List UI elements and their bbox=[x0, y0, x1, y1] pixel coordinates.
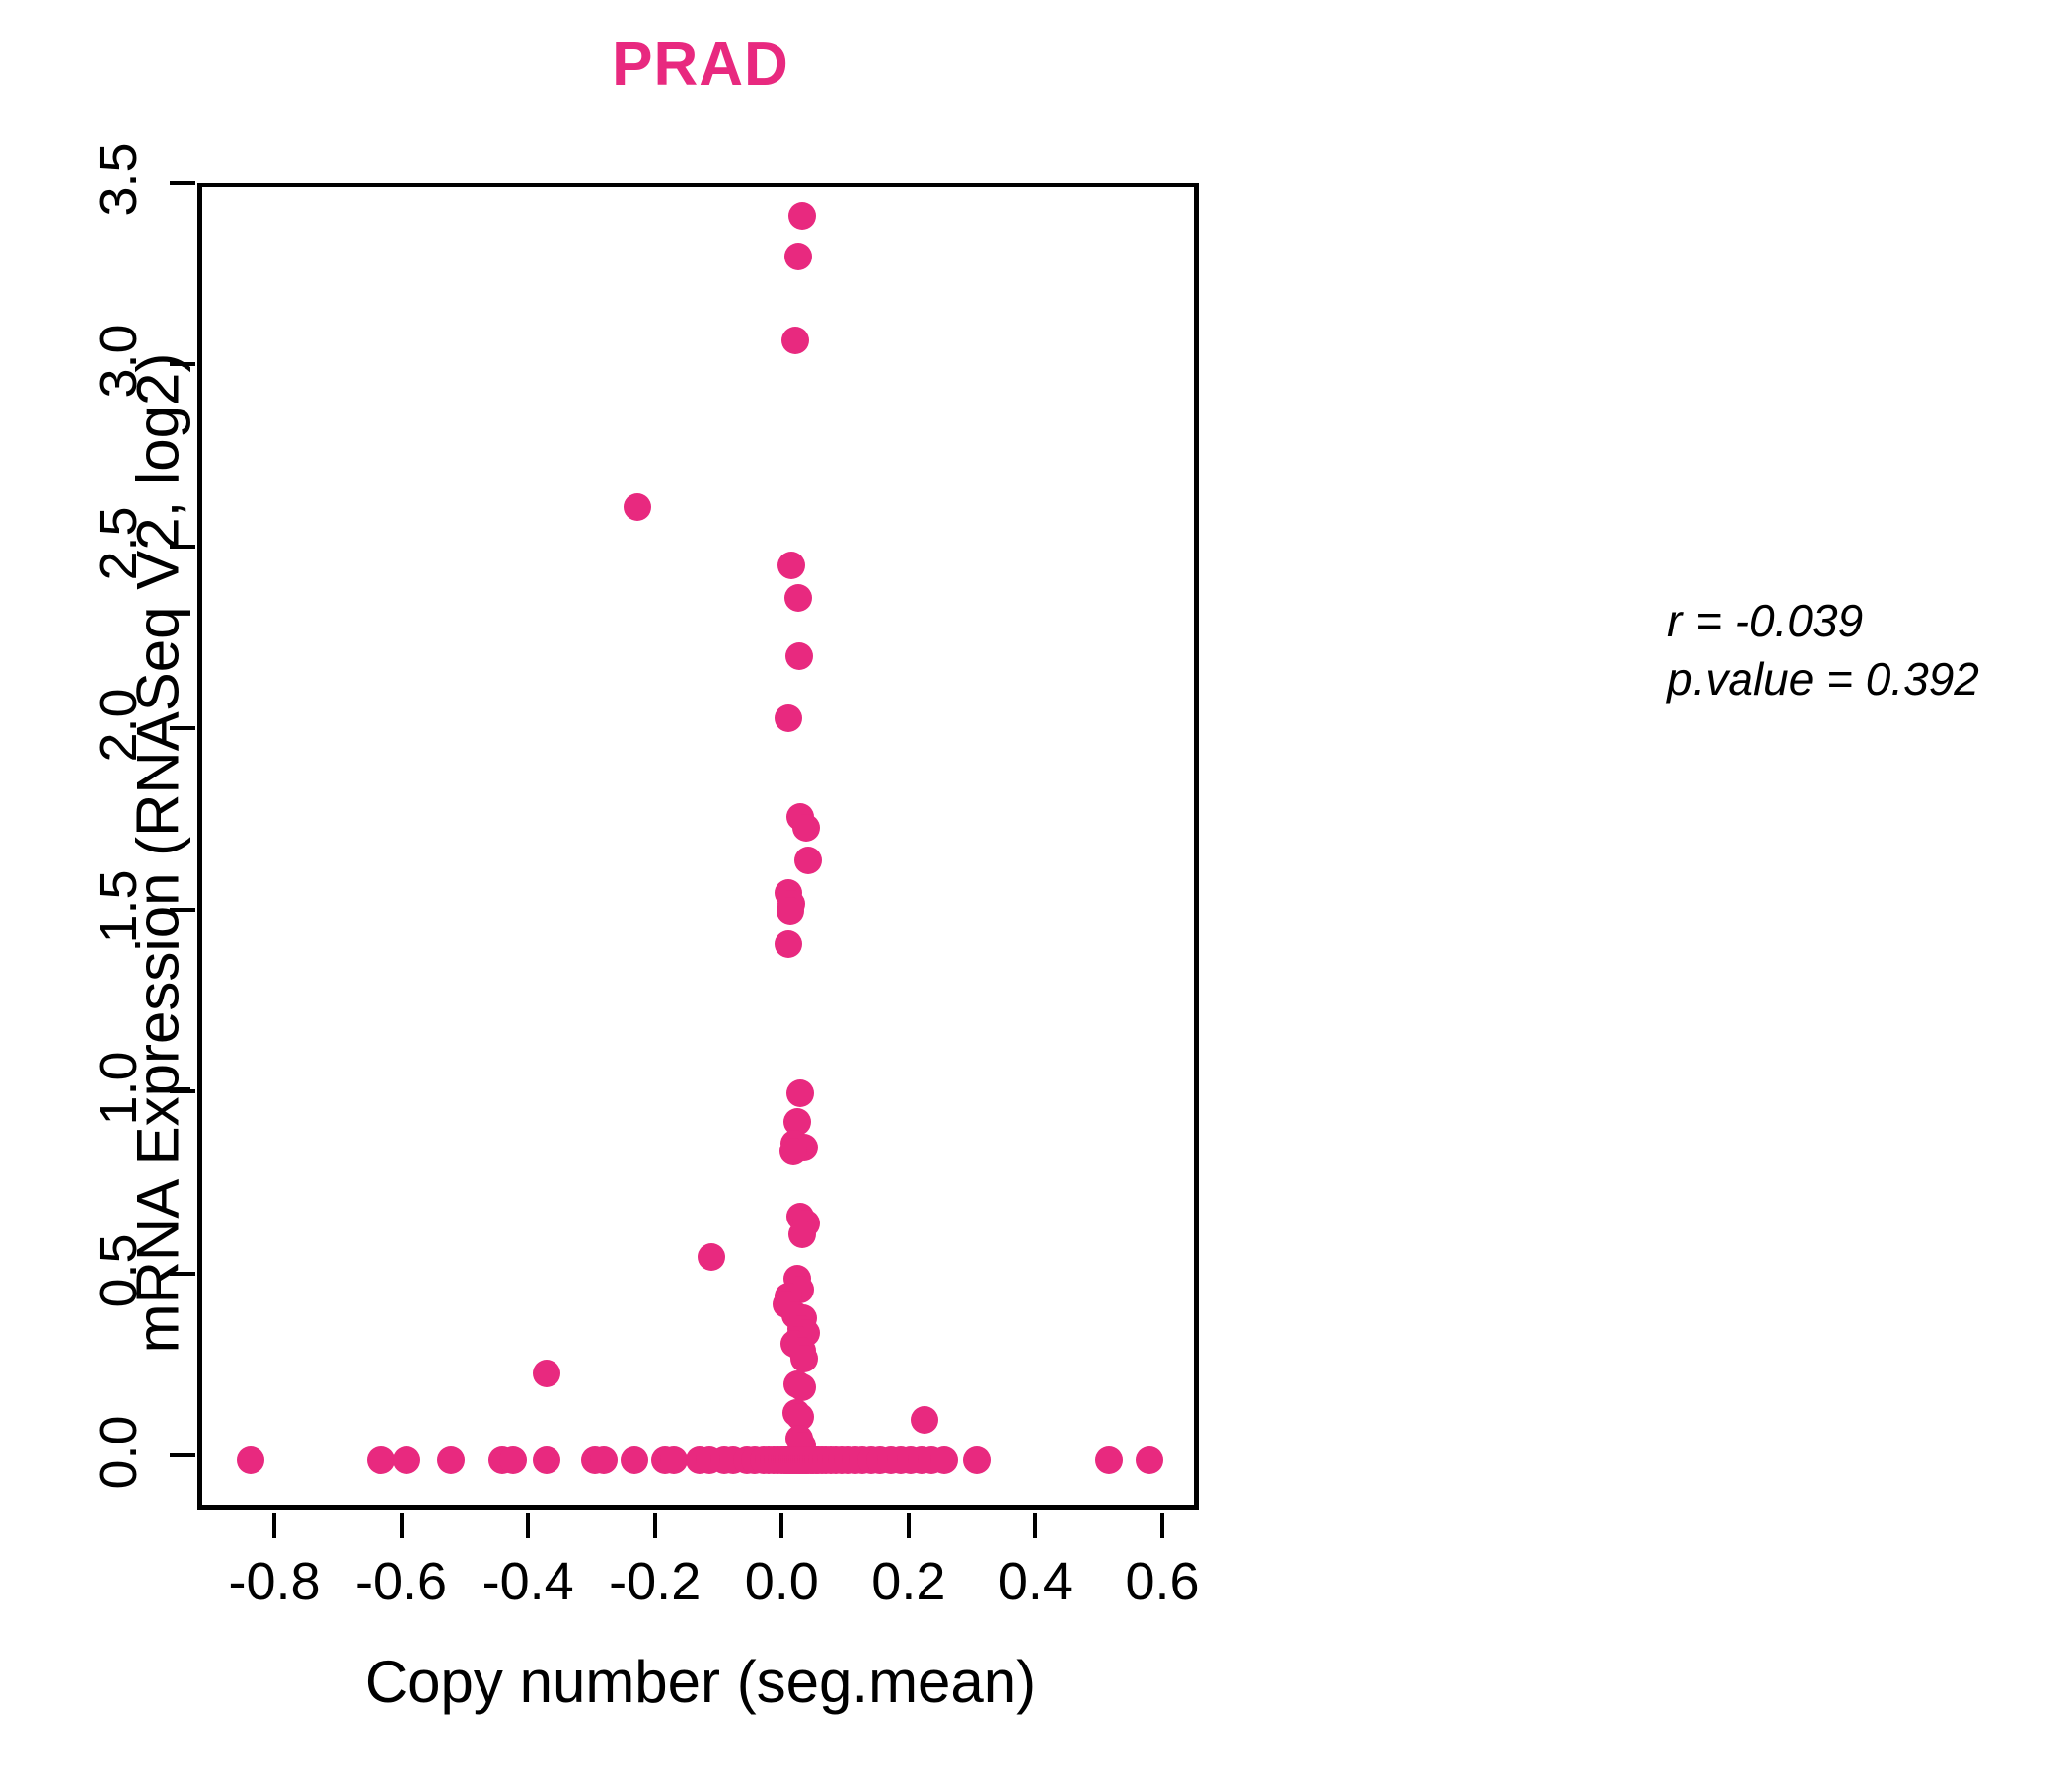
data-point bbox=[777, 552, 805, 580]
stats-annotation: r = -0.039 p.value = 0.392 bbox=[1667, 592, 1979, 708]
data-point bbox=[787, 1373, 816, 1402]
data-point bbox=[624, 493, 652, 522]
x-tick-label: -0.4 bbox=[481, 1552, 574, 1611]
data-point bbox=[659, 1446, 688, 1474]
y-tick-mark bbox=[170, 362, 195, 367]
x-tick-mark bbox=[526, 1513, 531, 1538]
data-point bbox=[436, 1446, 465, 1474]
data-point bbox=[777, 897, 805, 925]
data-point bbox=[787, 1221, 816, 1249]
data-point bbox=[1094, 1446, 1123, 1474]
data-point bbox=[392, 1446, 420, 1474]
x-tick-label: -0.8 bbox=[228, 1552, 321, 1611]
page-title: PRAD bbox=[612, 31, 789, 99]
y-tick-label: 2.0 bbox=[89, 688, 148, 763]
x-tick-label: 0.4 bbox=[998, 1552, 1073, 1611]
y-tick-mark bbox=[170, 1271, 195, 1276]
pvalue-annotation: p.value = 0.392 bbox=[1667, 652, 1979, 704]
y-tick-mark bbox=[170, 1089, 195, 1094]
x-axis-title: Copy number (seg.mean) bbox=[364, 1649, 1037, 1715]
y-tick-mark bbox=[170, 1453, 195, 1457]
y-tick-mark bbox=[170, 908, 195, 913]
x-tick-mark bbox=[1033, 1513, 1038, 1538]
data-point bbox=[533, 1446, 561, 1474]
data-point bbox=[775, 704, 803, 733]
data-point bbox=[911, 1406, 939, 1435]
data-point bbox=[590, 1446, 619, 1474]
data-point bbox=[366, 1446, 395, 1474]
x-tick-mark bbox=[272, 1513, 276, 1538]
y-tick-mark bbox=[170, 544, 195, 549]
x-tick-mark bbox=[652, 1513, 657, 1538]
data-point bbox=[788, 202, 817, 231]
x-tick-mark bbox=[399, 1513, 404, 1538]
x-tick-label: 0.2 bbox=[871, 1552, 946, 1611]
y-tick-label: 0.5 bbox=[89, 1233, 148, 1308]
correlation-annotation: r = -0.039 bbox=[1667, 595, 1864, 646]
data-point bbox=[533, 1359, 561, 1387]
data-point bbox=[794, 846, 823, 874]
data-point bbox=[780, 326, 809, 354]
x-tick-label: -0.2 bbox=[609, 1552, 702, 1611]
x-tick-label: -0.6 bbox=[355, 1552, 448, 1611]
data-point bbox=[963, 1446, 992, 1474]
y-tick-label: 2.5 bbox=[89, 506, 148, 581]
x-tick-label: 0.6 bbox=[1125, 1552, 1200, 1611]
y-tick-label: 1.5 bbox=[89, 869, 148, 944]
y-tick-label: 3.0 bbox=[89, 324, 148, 399]
data-point bbox=[237, 1446, 265, 1474]
data-point bbox=[698, 1242, 726, 1271]
data-point bbox=[790, 1344, 819, 1372]
y-tick-label: 3.5 bbox=[89, 142, 148, 217]
data-point bbox=[929, 1446, 958, 1474]
data-point bbox=[785, 1078, 814, 1107]
data-point bbox=[621, 1446, 648, 1474]
x-tick-mark bbox=[906, 1513, 911, 1538]
data-point bbox=[1136, 1446, 1163, 1474]
y-tick-label: 0.0 bbox=[89, 1415, 148, 1490]
x-tick-label: 0.0 bbox=[744, 1552, 819, 1611]
x-tick-mark bbox=[1160, 1513, 1164, 1538]
data-point bbox=[785, 642, 814, 671]
data-point bbox=[775, 929, 803, 958]
data-point bbox=[498, 1446, 527, 1474]
y-tick-mark bbox=[170, 725, 195, 730]
plot-area bbox=[197, 183, 1199, 1510]
data-points-layer bbox=[202, 187, 1194, 1505]
data-point bbox=[792, 813, 821, 842]
data-point bbox=[783, 584, 812, 613]
data-point bbox=[778, 1137, 807, 1165]
data-point bbox=[783, 243, 812, 271]
y-tick-mark bbox=[170, 181, 195, 185]
y-tick-label: 1.0 bbox=[89, 1051, 148, 1126]
x-tick-mark bbox=[779, 1513, 784, 1538]
